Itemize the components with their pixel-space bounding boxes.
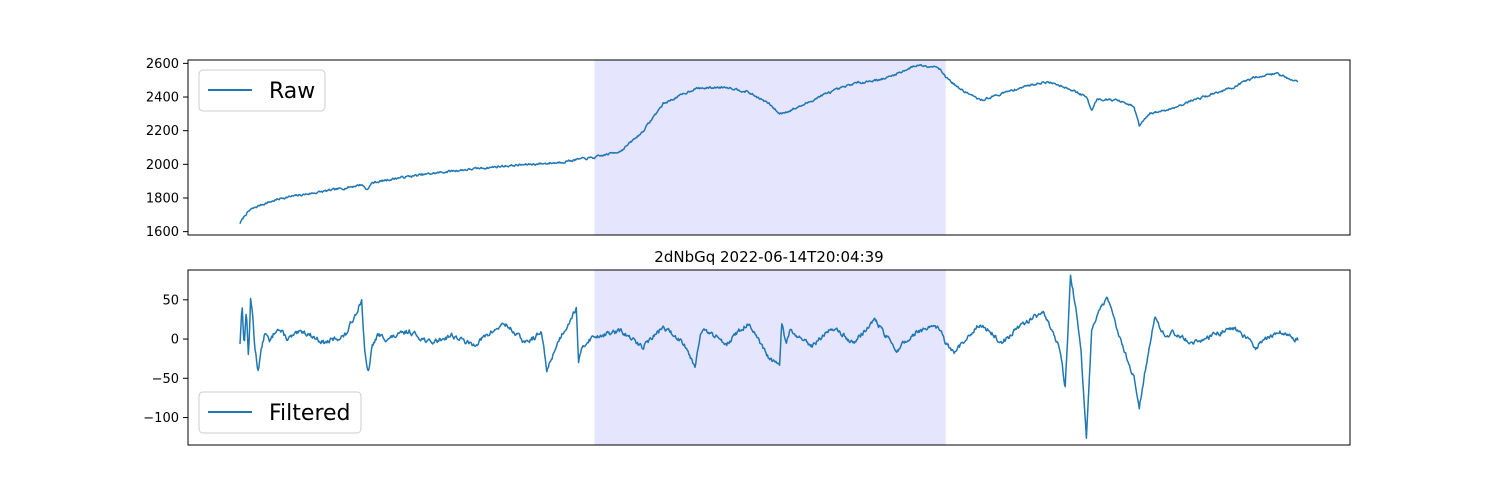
raw-y-ticks: 1600 1800 2000 2200 2400 2600 — [146, 57, 188, 240]
y-tick-label: 2200 — [146, 124, 179, 139]
filtered-series-line — [239, 274, 1299, 439]
raw-highlight-span — [594, 60, 946, 235]
filtered-axes-frame — [187, 269, 1351, 446]
raw-axes: 1600 1800 2000 2200 2400 2600 Raw — [146, 57, 1351, 240]
y-tick-label: 2400 — [146, 91, 179, 106]
y-tick-label: 0 — [171, 333, 179, 348]
y-tick-label: 2600 — [146, 57, 179, 72]
filtered-legend-label: Filtered — [269, 401, 351, 426]
filtered-axes-title: 2dNbGq 2022-06-14T20:04:39 — [654, 248, 883, 266]
y-tick-label: 1800 — [146, 191, 179, 206]
filtered-axes: 2dNbGq 2022-06-14T20:04:39 −100 −50 0 50 Fi… — [143, 248, 1351, 446]
filtered-highlight-span — [594, 270, 946, 445]
raw-axes-frame — [187, 59, 1351, 236]
raw-legend-label: Raw — [269, 79, 315, 104]
y-tick-label: −100 — [143, 411, 179, 426]
y-tick-label: 50 — [162, 293, 179, 308]
y-tick-label: 2000 — [146, 158, 179, 173]
raw-legend: Raw — [198, 69, 326, 112]
filtered-legend: Filtered — [198, 391, 362, 434]
y-tick-label: −50 — [152, 372, 179, 387]
filtered-y-ticks: −100 −50 0 50 — [143, 293, 188, 426]
raw-series-line — [239, 63, 1299, 224]
y-tick-label: 1600 — [146, 225, 179, 240]
